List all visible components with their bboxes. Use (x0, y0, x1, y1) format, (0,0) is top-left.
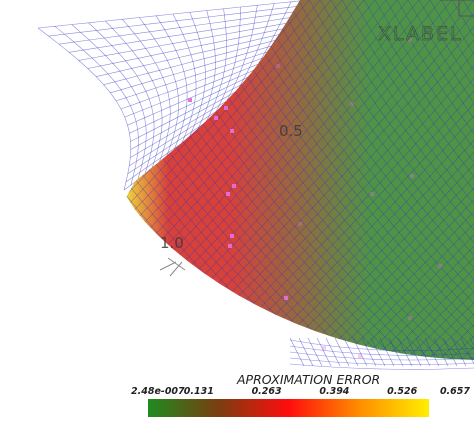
error-surface (126, 0, 474, 360)
sample-point (284, 296, 288, 300)
colorbar-tick-label: 0.394 (319, 386, 349, 397)
sample-point (408, 38, 412, 42)
x-tick-label-1: 1.0 (160, 234, 184, 252)
colorbar-gradient (148, 399, 429, 417)
sample-point (230, 129, 234, 133)
sample-point (188, 98, 192, 102)
sample-point (410, 174, 414, 178)
sample-point (408, 316, 412, 320)
sample-point (276, 64, 280, 68)
colorbar-tick-label: 0.263 (252, 386, 282, 397)
colorbar-tick-label: 0.131 (184, 386, 214, 397)
axis-title: XLABEL (378, 23, 463, 45)
sample-point (230, 234, 234, 238)
sample-point (438, 264, 442, 268)
colorbar-title: APROXIMATION ERROR (236, 372, 380, 387)
sample-point (228, 244, 232, 248)
sample-point (358, 354, 362, 358)
bottom-wireframe (289, 337, 474, 370)
sample-point (224, 106, 228, 110)
sample-point (298, 222, 302, 226)
sample-point (322, 346, 326, 350)
colorbar-tick-label: 0.526 (387, 386, 417, 397)
colorbar-ticks: 2.48e-007 0.131 0.263 0.394 0.526 0.657 (131, 386, 470, 397)
colorbar: APROXIMATION ERROR 2.48e-007 0.131 0.263 0.… (131, 372, 470, 417)
sample-points (188, 38, 442, 358)
colorbar-tick-label: 0.657 (440, 386, 470, 397)
sample-point (350, 102, 354, 106)
sample-point (214, 116, 218, 120)
colorbar-tick-label: 2.48e-007 (131, 386, 185, 397)
sample-point (232, 184, 236, 188)
sample-point (370, 192, 374, 196)
x-tick-label-2: 0.5 (279, 122, 303, 140)
sample-point (226, 192, 230, 196)
x-axis: 1.0 0.5 XLABEL (159, 0, 474, 277)
